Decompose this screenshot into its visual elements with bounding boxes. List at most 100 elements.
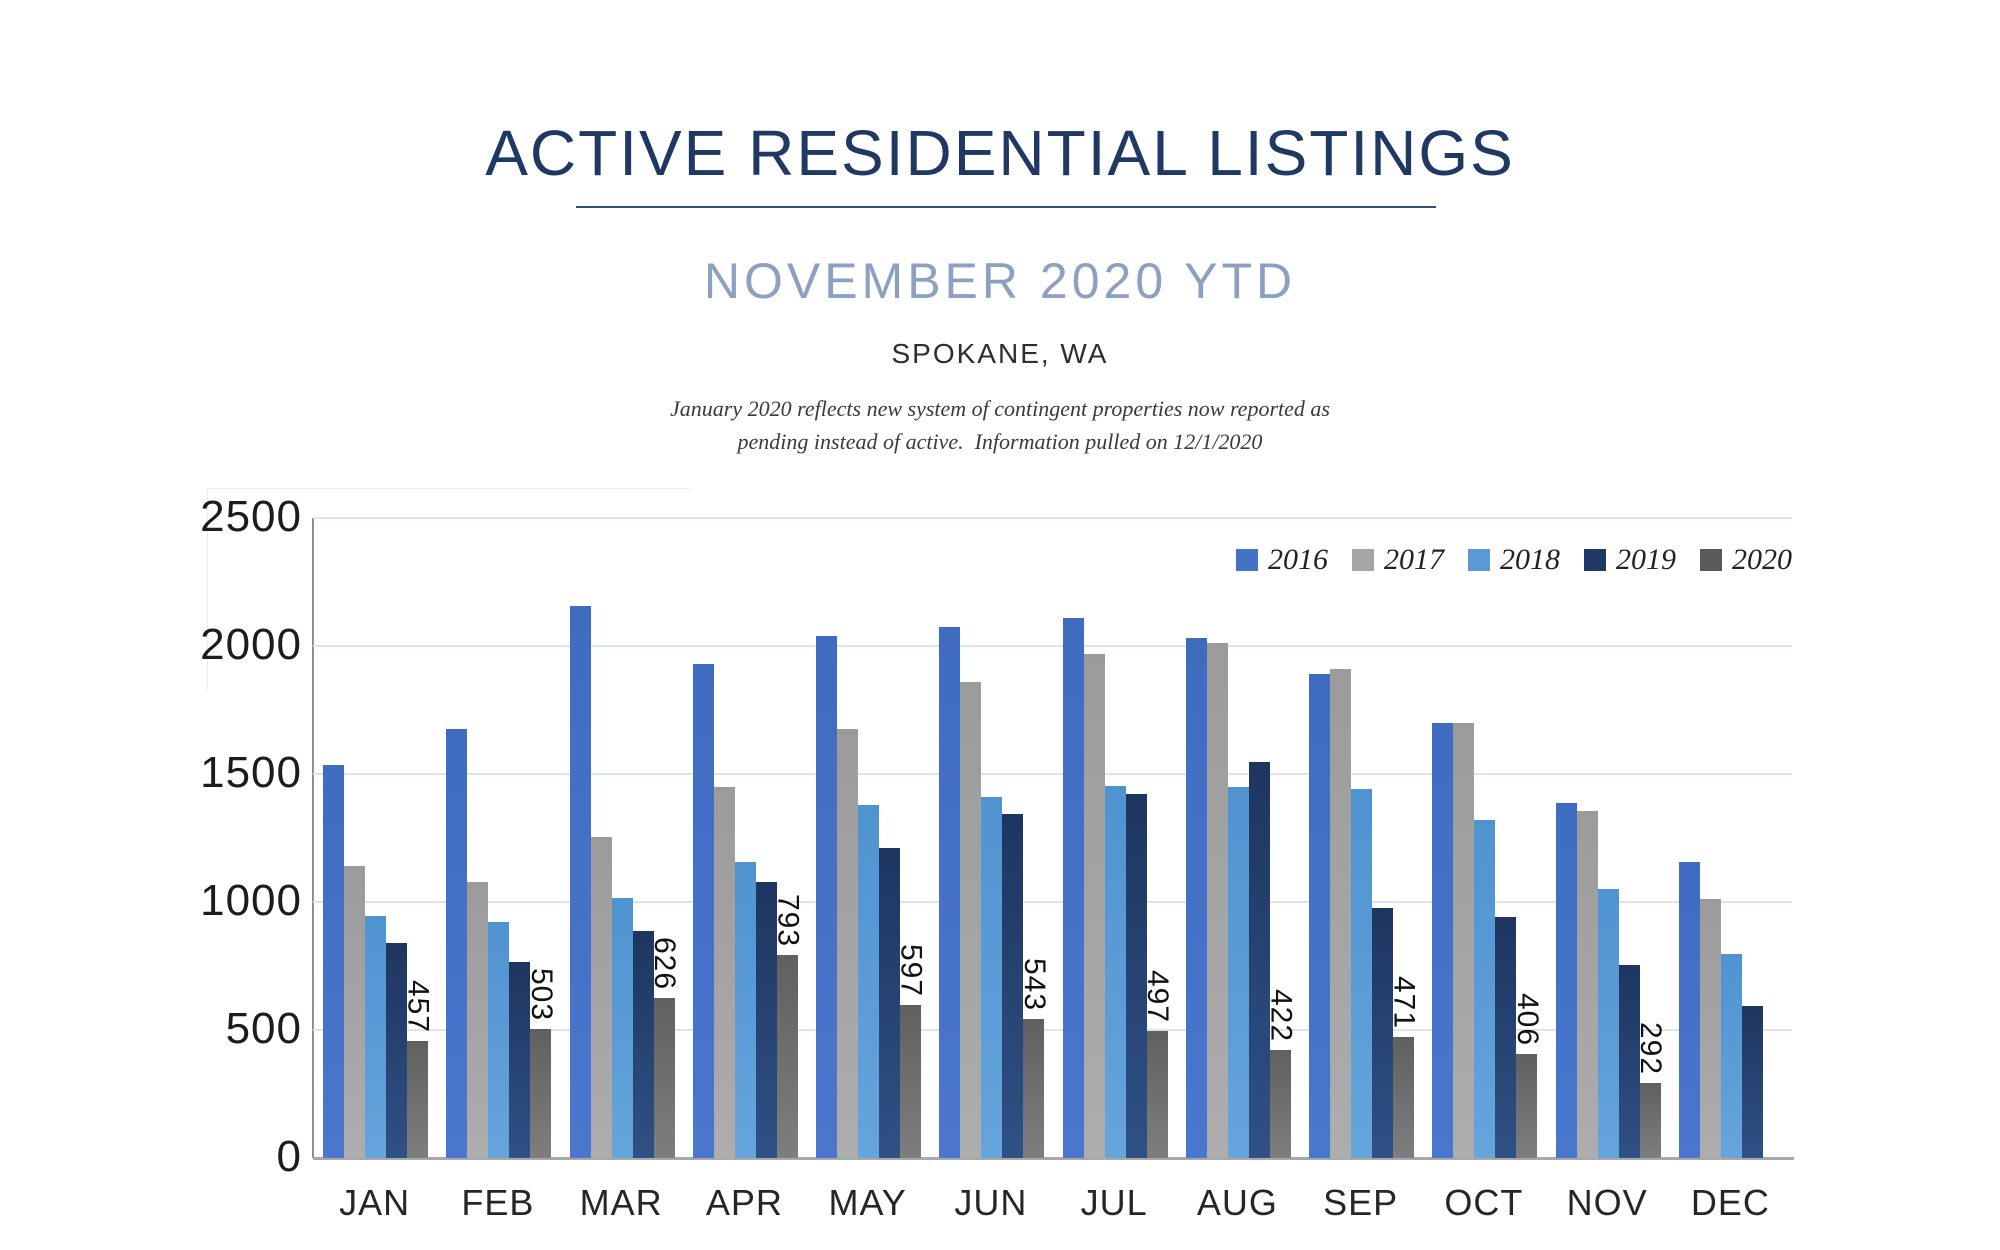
bar-2018-aug: [1227, 787, 1249, 1158]
legend-swatch-2016: [1236, 549, 1258, 571]
y-label-500: 500: [225, 1004, 302, 1053]
bar-2019-feb: [509, 962, 531, 1158]
legend-label-2017: 2017: [1384, 543, 1444, 576]
bar-2020-jul: [1146, 1031, 1168, 1158]
x-label-aug: AUG: [1196, 1182, 1278, 1223]
data-label-oct: 406: [1508, 993, 1545, 1046]
legend-label-2019: 2019: [1616, 543, 1676, 576]
data-label-text: 471: [1387, 975, 1421, 1029]
legend-label-2016: 2016: [1268, 543, 1328, 576]
bar-2018-jul: [1104, 786, 1126, 1158]
bar-2019-jan: [386, 943, 407, 1158]
bar-2020-jun: [1023, 1019, 1045, 1158]
legend-item-2018: 2018: [1468, 543, 1560, 577]
bar-2020-may: [900, 1005, 921, 1158]
data-label-text: 793: [771, 893, 805, 947]
bar-2017-dec: [1699, 899, 1721, 1158]
bar-2019-may: [879, 848, 900, 1158]
bar-2018-sep: [1351, 789, 1372, 1158]
bar-2019-nov: [1618, 965, 1640, 1158]
bar-2018-feb: [488, 922, 510, 1158]
bar-2018-jun: [981, 797, 1003, 1158]
bar-2019-jun: [1002, 814, 1024, 1158]
bar-2020-aug: [1269, 1050, 1291, 1158]
bar-2019-mar: [632, 931, 654, 1158]
footnote-line-2: pending instead of active. Information p…: [737, 429, 1263, 454]
bar-2018-nov: [1597, 889, 1619, 1158]
bar-2018-dec: [1720, 954, 1742, 1158]
legend-swatch-2020: [1700, 549, 1722, 571]
gridline-500: [313, 1029, 1792, 1031]
bar-2019-dec: [1741, 1006, 1763, 1158]
bar-2018-mar: [611, 898, 633, 1158]
bar-2020-sep: [1393, 1037, 1414, 1158]
bar-2019-jul: [1125, 794, 1147, 1158]
legend-item-2019: 2019: [1584, 543, 1676, 577]
gridline-2000: [313, 645, 1792, 647]
y-label-0: 0: [276, 1132, 302, 1181]
legend-label-2018: 2018: [1500, 543, 1560, 576]
bar-2017-apr: [713, 787, 735, 1158]
bar-2019-sep: [1372, 908, 1393, 1158]
bar-2019-oct: [1495, 917, 1517, 1158]
x-label-jul: JUL: [1080, 1182, 1148, 1223]
legend-item-2016: 2016: [1236, 543, 1328, 577]
gridline-1500: [313, 773, 1792, 775]
bar-2017-aug: [1206, 643, 1228, 1158]
data-label-text: 422: [1264, 988, 1298, 1042]
y-label-1500: 1500: [200, 748, 302, 797]
x-axis-line: [313, 1157, 1794, 1160]
bar-2018-oct: [1474, 820, 1496, 1158]
bar-2017-jan: [344, 866, 365, 1158]
bar-2016-jul: [1062, 618, 1084, 1158]
data-label-jun: 543: [1015, 958, 1052, 1011]
x-label-apr: APR: [705, 1182, 783, 1223]
bar-2020-mar: [653, 998, 675, 1158]
x-label-may: MAY: [828, 1182, 907, 1223]
bar-2017-oct: [1453, 723, 1475, 1158]
data-label-text: 503: [524, 967, 558, 1021]
data-label-mar: 626: [646, 937, 683, 990]
chart-frame-edge-left: [207, 488, 208, 690]
bar-2016-mar: [569, 606, 591, 1158]
bar-2017-jun: [960, 682, 982, 1158]
bar-2016-aug: [1185, 638, 1207, 1158]
bar-2016-sep: [1309, 674, 1330, 1158]
gridline-1000: [313, 901, 1792, 903]
y-axis-line: [312, 518, 314, 1158]
bar-2020-nov: [1639, 1083, 1661, 1158]
data-label-jul: 497: [1139, 970, 1176, 1023]
legend-label-2020: 2020: [1732, 543, 1792, 576]
data-label-sep: 471: [1385, 976, 1422, 1029]
bar-2017-nov: [1576, 811, 1598, 1158]
footnote-line-1: January 2020 reflects new system of cont…: [670, 396, 1330, 421]
bar-2020-apr: [776, 955, 798, 1158]
legend-swatch-2017: [1352, 549, 1374, 571]
bar-2016-jan: [323, 765, 344, 1158]
bar-2016-jun: [939, 627, 961, 1158]
title-underline-rule: [576, 206, 1436, 208]
chart-legend: 2016 2017 2018 2019 2020: [1236, 543, 1792, 577]
bar-2018-jan: [365, 916, 386, 1158]
data-label-text: 497: [1141, 969, 1174, 1023]
data-label-may: 597: [892, 944, 929, 997]
bar-2018-apr: [734, 862, 756, 1158]
bar-2019-aug: [1248, 762, 1270, 1158]
bar-2017-jul: [1083, 654, 1105, 1158]
page-title: ACTIVE RESIDENTIAL LISTINGS: [485, 117, 1515, 189]
bar-2020-oct: [1516, 1054, 1538, 1158]
bar-2016-nov: [1555, 803, 1577, 1158]
data-label-text: 626: [648, 936, 681, 990]
legend-item-2020: 2020: [1700, 543, 1792, 577]
bar-2016-dec: [1678, 862, 1700, 1158]
bar-2017-may: [837, 729, 858, 1158]
data-label-text: 543: [1017, 957, 1051, 1011]
legend-swatch-2018: [1468, 549, 1490, 571]
chart-frame-edge-top: [207, 488, 690, 489]
bar-2017-mar: [590, 837, 612, 1158]
bar-2016-feb: [446, 729, 468, 1158]
bar-2017-feb: [467, 882, 489, 1158]
x-label-dec: DEC: [1690, 1182, 1770, 1223]
y-label-1000: 1000: [200, 876, 302, 925]
bar-2017-sep: [1330, 669, 1351, 1158]
